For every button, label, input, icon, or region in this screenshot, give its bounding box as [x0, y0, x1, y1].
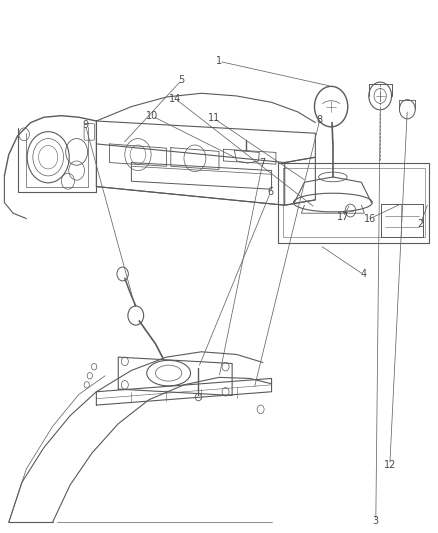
- Text: 10: 10: [146, 111, 159, 121]
- Text: 3: 3: [373, 516, 379, 526]
- Text: 4: 4: [360, 270, 367, 279]
- Text: 14: 14: [169, 94, 181, 103]
- Text: 12: 12: [384, 460, 396, 470]
- Text: 11: 11: [208, 114, 220, 123]
- Text: 5: 5: [179, 75, 185, 85]
- Text: 2: 2: [417, 219, 424, 229]
- Text: 17: 17: [337, 212, 349, 222]
- Text: 8: 8: [317, 115, 323, 125]
- Text: 16: 16: [364, 214, 376, 223]
- Text: 6: 6: [268, 187, 274, 197]
- Text: 9: 9: [82, 120, 88, 130]
- Text: 7: 7: [260, 158, 266, 167]
- Text: 1: 1: [216, 56, 222, 66]
